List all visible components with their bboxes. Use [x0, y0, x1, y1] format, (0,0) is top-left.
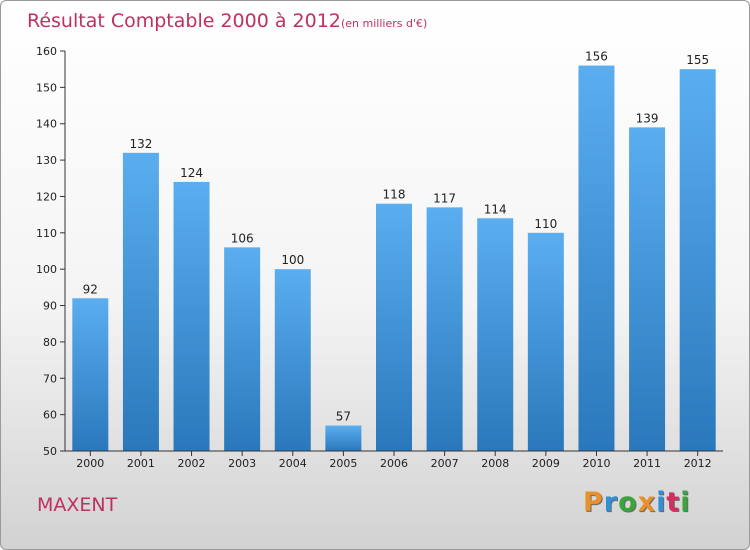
y-tick-label: 150 [36, 81, 57, 94]
y-tick-label: 80 [43, 336, 57, 349]
value-label-2007: 117 [433, 191, 456, 205]
x-tick-label-2012: 2012 [684, 457, 712, 470]
y-tick-label: 140 [36, 118, 57, 131]
y-tick-label: 60 [43, 409, 57, 422]
x-tick-label-2011: 2011 [633, 457, 661, 470]
value-label-2002: 124 [180, 166, 203, 180]
bar-2012 [679, 69, 716, 451]
y-tick-label: 50 [43, 445, 57, 458]
value-label-2006: 118 [383, 188, 406, 202]
bar-2011 [629, 127, 666, 451]
brand-letter: t [666, 487, 681, 518]
proxiti-logo: Proxiti [583, 487, 691, 518]
bar-2010 [578, 65, 615, 451]
y-tick-label: 120 [36, 190, 57, 203]
brand-letter: x [637, 487, 657, 518]
value-label-2010: 156 [585, 50, 608, 64]
bar-2003 [224, 247, 261, 451]
value-label-2004: 100 [281, 253, 304, 267]
bar-2005 [325, 425, 362, 451]
y-tick-label: 130 [36, 154, 57, 167]
y-tick-label: 100 [36, 263, 57, 276]
brand-letter: P [583, 487, 604, 518]
x-tick-label-2005: 2005 [329, 457, 357, 470]
brand-letter: i [656, 487, 667, 518]
x-tick-label-2002: 2002 [178, 457, 206, 470]
value-label-2008: 114 [484, 202, 507, 216]
brand-letter: r [603, 487, 619, 518]
value-label-2003: 106 [231, 231, 254, 245]
x-tick-label-2004: 2004 [279, 457, 307, 470]
bar-2006 [376, 203, 412, 451]
bar-2008 [477, 218, 514, 451]
value-label-2009: 110 [534, 217, 557, 231]
y-tick-label: 90 [43, 300, 57, 313]
y-tick-label: 110 [36, 227, 57, 240]
x-tick-label-2003: 2003 [228, 457, 256, 470]
chart-title: Résultat Comptable 2000 à 2012 [27, 10, 341, 32]
x-tick-label-2000: 2000 [76, 457, 104, 470]
brand-letter: i [680, 487, 691, 518]
x-tick-label-2010: 2010 [582, 457, 610, 470]
bar-2009 [527, 232, 564, 451]
value-label-2005: 57 [336, 410, 351, 424]
bar-2002 [173, 181, 210, 451]
town-name: MAXENT [37, 494, 118, 516]
bar-2000 [72, 298, 109, 451]
y-tick-label: 70 [43, 372, 57, 385]
x-tick-label-2007: 2007 [431, 457, 459, 470]
x-tick-label-2009: 2009 [532, 457, 560, 470]
chart-subtitle: (en milliers d'€) [341, 17, 427, 30]
value-label-2012: 155 [686, 53, 709, 67]
bar-2004 [274, 269, 311, 451]
value-label-2000: 92 [83, 282, 98, 296]
value-label-2011: 139 [636, 111, 659, 125]
bar-2007 [426, 207, 463, 451]
y-tick-label: 160 [36, 45, 57, 58]
value-label-2001: 132 [129, 137, 152, 151]
x-tick-label-2001: 2001 [127, 457, 155, 470]
x-tick-label-2008: 2008 [481, 457, 509, 470]
bar-2001 [122, 152, 159, 451]
x-tick-label-2006: 2006 [380, 457, 408, 470]
brand-letter: o [618, 487, 638, 518]
